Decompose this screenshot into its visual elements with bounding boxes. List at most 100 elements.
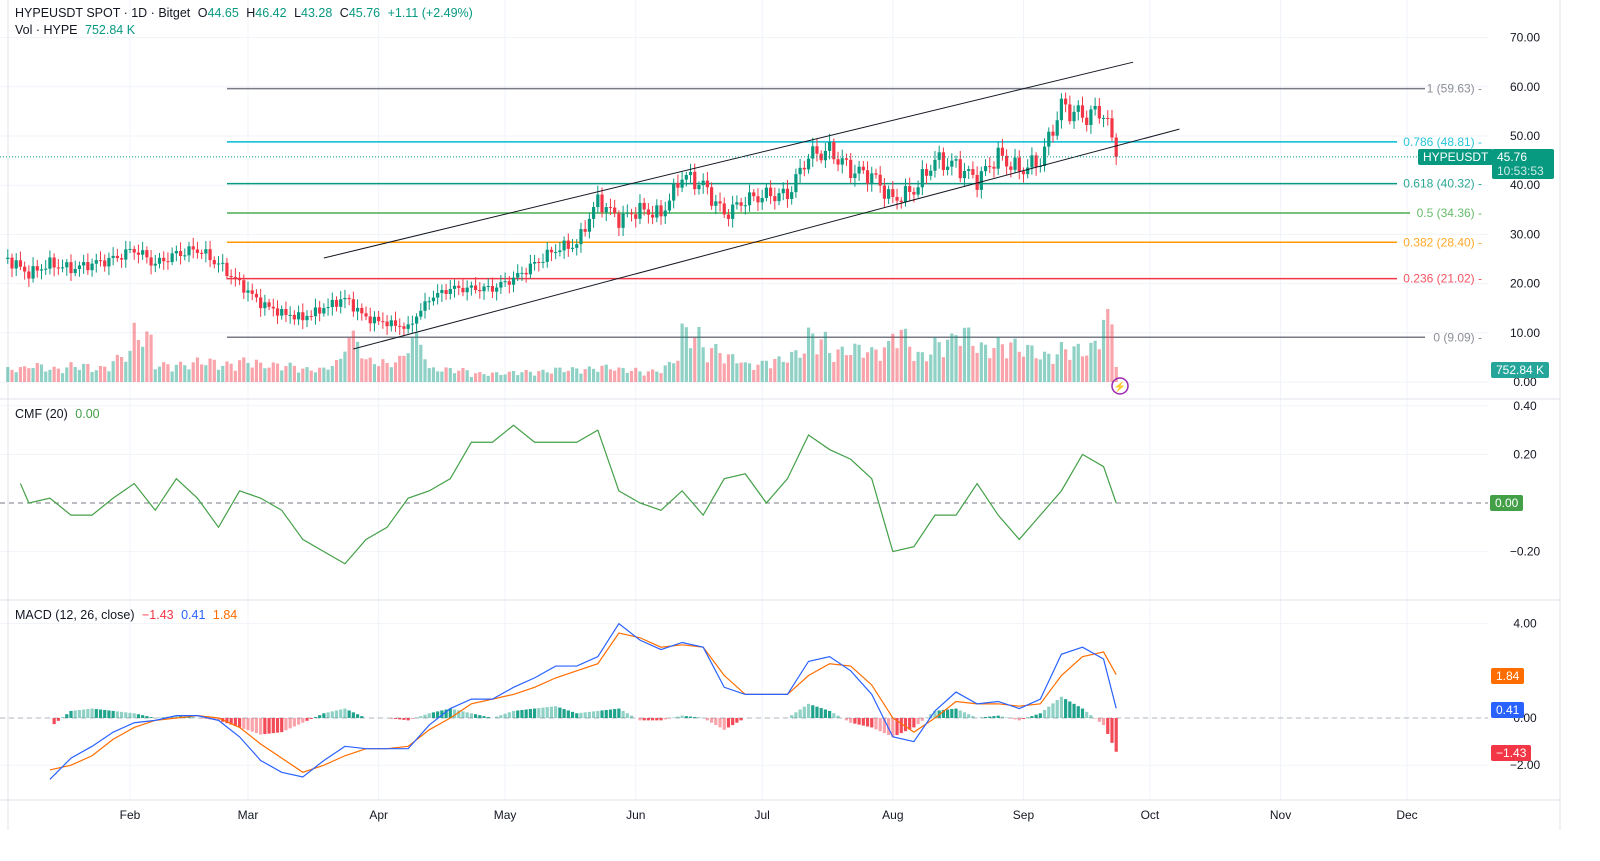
macd-histogram-bar <box>731 718 735 726</box>
candle <box>288 306 292 324</box>
volume-bar <box>764 360 768 382</box>
candle-body <box>1051 131 1055 136</box>
volume-bar <box>558 367 562 382</box>
volume-bar <box>629 370 634 382</box>
macd-histogram-bar <box>688 716 693 718</box>
volume-bar <box>819 339 823 382</box>
candle <box>427 296 431 310</box>
volume-bar <box>828 353 832 382</box>
volume-bar <box>739 362 743 382</box>
volume-bar <box>667 361 672 382</box>
candle-body <box>389 320 393 327</box>
candle-body <box>31 266 35 279</box>
candle <box>946 158 950 176</box>
candle-body <box>132 248 136 253</box>
volume-bar <box>288 362 292 382</box>
candle <box>495 283 499 301</box>
macd-histogram-bar <box>406 718 410 721</box>
candle-body <box>326 307 330 309</box>
time-tick: Jul <box>755 808 770 822</box>
volume-bar <box>183 365 187 382</box>
candle-body <box>486 286 490 288</box>
cmf-tag: 0.00 <box>1490 495 1524 511</box>
candle-body <box>204 249 208 254</box>
volume-bar <box>60 373 65 382</box>
candle-body <box>996 147 1000 169</box>
candle <box>874 168 878 179</box>
volume-bar <box>1013 338 1017 382</box>
candle <box>107 252 111 276</box>
macd-tick: −2.00 <box>1510 758 1541 772</box>
volume-bar <box>735 363 739 382</box>
candle-body <box>554 252 558 254</box>
candle-body <box>663 210 667 217</box>
candle-body <box>908 186 912 192</box>
volume-bar <box>23 366 27 382</box>
macd-histogram-bar <box>119 711 124 718</box>
candle <box>1030 147 1034 175</box>
candle <box>77 261 82 277</box>
candle <box>608 198 613 215</box>
macd-histogram-bar <box>954 708 958 718</box>
macd-histogram-bar <box>52 718 56 725</box>
price-tick: 10.00 <box>1510 326 1540 340</box>
candle-body <box>983 166 988 172</box>
volume-bar <box>296 372 301 382</box>
macd-histogram-bar <box>478 715 482 718</box>
volume-bar <box>94 370 98 382</box>
candle-body <box>246 290 250 293</box>
candle <box>296 305 301 326</box>
candle <box>587 212 591 239</box>
candle <box>465 280 469 301</box>
macd-histogram-bar <box>132 713 136 718</box>
candle <box>562 236 566 259</box>
candle-body <box>339 299 343 307</box>
macd-histogram-bar <box>254 718 259 734</box>
candle-body <box>962 170 967 179</box>
fib-level-label: 1 (59.63) - <box>1427 82 1482 96</box>
macd-histogram-bar <box>962 712 967 718</box>
volume-bar <box>528 371 532 382</box>
symbol-price-tag: HYPEUSDT <box>1418 149 1494 165</box>
volume-bar <box>98 365 103 382</box>
volume-bar <box>621 367 625 382</box>
candle-body <box>684 175 688 180</box>
candle <box>250 283 254 301</box>
volume-bar <box>752 369 756 382</box>
volume-bar <box>1047 353 1051 382</box>
candle-body <box>98 260 103 262</box>
candle <box>575 239 579 256</box>
candle <box>318 300 322 322</box>
candle <box>381 312 385 329</box>
candle <box>1047 127 1051 156</box>
volume-bar <box>524 370 528 382</box>
candle-body <box>27 271 31 279</box>
candle-body <box>364 313 368 317</box>
volume-bar <box>684 327 688 382</box>
candle-body <box>23 266 27 272</box>
macd-histogram-bar <box>486 717 490 718</box>
candle-body <box>107 257 111 267</box>
candle-body <box>259 297 263 309</box>
candle <box>503 272 507 287</box>
candle <box>355 299 360 321</box>
volume-bar <box>90 372 94 382</box>
candle <box>309 310 313 321</box>
volume-bar <box>1034 358 1038 382</box>
candle <box>482 283 486 300</box>
volume-bar <box>549 373 554 382</box>
volume-bar <box>461 367 465 382</box>
candle-body <box>499 281 503 288</box>
volume-bar <box>714 343 718 382</box>
volume-bar <box>145 331 149 382</box>
volume-bar <box>360 358 364 382</box>
volume-bar <box>971 345 975 382</box>
candle-body <box>292 314 296 320</box>
candle <box>393 311 398 332</box>
macd-histogram-bar <box>461 711 465 718</box>
macd-histogram-bar <box>90 708 94 718</box>
candle <box>651 205 655 225</box>
volume-bar <box>115 354 119 382</box>
cmf-tick: 0.40 <box>1513 399 1537 413</box>
